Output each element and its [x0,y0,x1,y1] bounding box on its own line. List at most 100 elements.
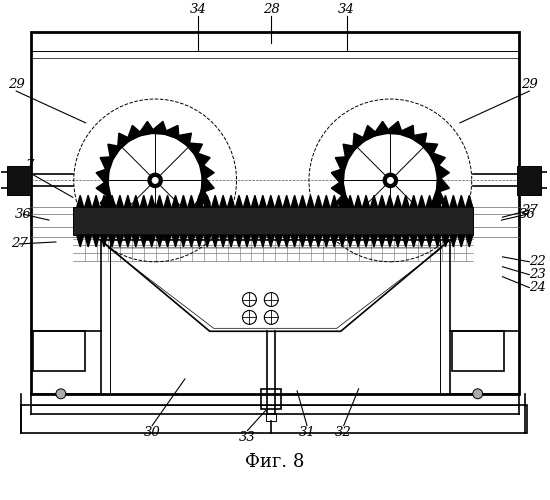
Polygon shape [331,180,346,198]
Polygon shape [117,133,131,152]
Circle shape [383,174,397,188]
Polygon shape [410,196,417,207]
Polygon shape [119,214,137,228]
Circle shape [152,178,158,184]
Polygon shape [235,235,243,247]
Polygon shape [397,126,414,139]
Polygon shape [108,196,116,207]
Bar [33,332,85,371]
Polygon shape [434,162,449,180]
Polygon shape [148,196,155,207]
Bar [518,166,541,196]
Polygon shape [354,214,372,228]
Polygon shape [149,122,167,134]
Polygon shape [172,235,179,247]
Text: 29: 29 [521,78,538,91]
Polygon shape [371,235,377,247]
Polygon shape [307,196,314,207]
Polygon shape [442,196,449,207]
Polygon shape [466,196,473,207]
Polygon shape [355,235,361,247]
Polygon shape [92,235,100,247]
Polygon shape [148,235,155,247]
Polygon shape [371,196,377,207]
Polygon shape [426,235,433,247]
Polygon shape [403,218,419,236]
Polygon shape [394,196,402,207]
Bar [21,404,527,432]
Polygon shape [275,235,282,247]
Text: 31: 31 [299,426,315,438]
Polygon shape [419,142,438,156]
Polygon shape [466,235,473,247]
Polygon shape [164,235,171,247]
Polygon shape [390,224,409,240]
Polygon shape [212,235,219,247]
Polygon shape [418,235,425,247]
Polygon shape [251,235,258,247]
Text: 7: 7 [25,160,34,172]
Polygon shape [331,235,338,247]
Text: 29: 29 [8,78,25,91]
Text: 27: 27 [521,204,538,216]
Polygon shape [117,235,123,247]
Polygon shape [228,235,234,247]
Polygon shape [219,196,227,207]
Polygon shape [244,235,250,247]
Polygon shape [212,196,219,207]
Polygon shape [140,196,147,207]
Polygon shape [450,196,457,207]
Polygon shape [100,193,117,210]
Polygon shape [77,196,84,207]
Circle shape [387,178,393,184]
Polygon shape [180,196,187,207]
Bar [31,32,519,394]
Polygon shape [196,186,210,204]
Polygon shape [339,196,346,207]
Polygon shape [458,235,465,247]
Text: 34: 34 [338,2,355,16]
Polygon shape [315,196,322,207]
Polygon shape [283,196,290,207]
Polygon shape [189,198,202,216]
Polygon shape [346,235,354,247]
Polygon shape [353,133,366,152]
Polygon shape [201,174,214,193]
Polygon shape [188,196,195,207]
Polygon shape [108,235,116,247]
Polygon shape [428,152,446,168]
Polygon shape [387,196,393,207]
Circle shape [56,389,66,399]
Polygon shape [387,235,393,247]
Polygon shape [179,210,193,228]
Polygon shape [228,196,234,207]
Polygon shape [336,156,349,174]
Polygon shape [432,186,446,204]
Polygon shape [117,196,123,207]
Polygon shape [267,235,274,247]
Polygon shape [331,196,338,207]
Polygon shape [140,235,147,247]
Polygon shape [434,196,441,207]
Polygon shape [77,235,84,247]
Polygon shape [260,196,266,207]
Polygon shape [372,122,390,136]
Bar [541,172,550,188]
Polygon shape [414,210,428,228]
Polygon shape [442,235,449,247]
Polygon shape [204,235,211,247]
Polygon shape [180,235,187,247]
Text: 28: 28 [263,2,279,16]
Polygon shape [267,196,274,207]
Circle shape [473,389,483,399]
Polygon shape [299,196,306,207]
Text: 34: 34 [189,2,206,16]
Polygon shape [402,235,409,247]
Text: 22: 22 [529,256,546,268]
Polygon shape [101,235,107,247]
Polygon shape [366,222,384,235]
Polygon shape [137,122,155,136]
Bar [73,207,473,235]
Text: 32: 32 [336,426,352,438]
Polygon shape [143,226,161,239]
